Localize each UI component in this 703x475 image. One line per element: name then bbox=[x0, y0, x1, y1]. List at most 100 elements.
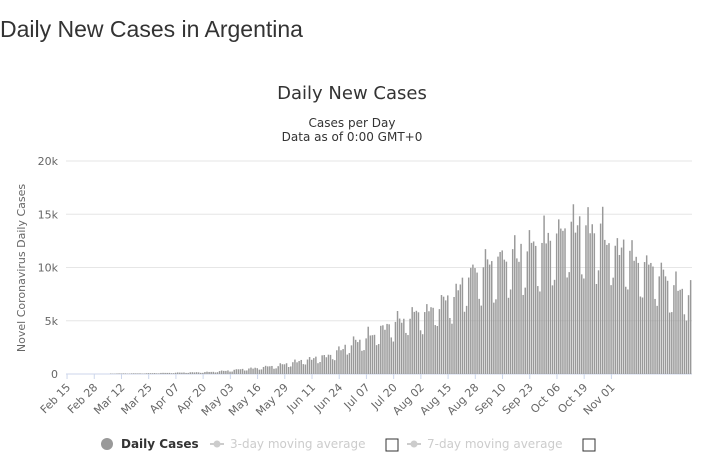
bar bbox=[199, 372, 202, 374]
bar bbox=[463, 311, 466, 374]
x-tick-label: Jul 07 bbox=[341, 381, 373, 413]
bar bbox=[409, 318, 411, 374]
bar bbox=[564, 228, 566, 374]
bar bbox=[687, 295, 690, 374]
bar bbox=[189, 372, 191, 374]
bar bbox=[411, 307, 413, 374]
bar bbox=[153, 373, 156, 374]
bar bbox=[415, 310, 418, 374]
bar bbox=[432, 307, 434, 374]
bar bbox=[227, 370, 229, 374]
bar bbox=[486, 259, 489, 374]
bar bbox=[524, 287, 526, 374]
bar bbox=[639, 296, 642, 374]
bar bbox=[319, 362, 321, 374]
bar bbox=[497, 256, 499, 374]
bar bbox=[616, 238, 619, 374]
bar bbox=[290, 366, 292, 374]
bar bbox=[344, 344, 346, 374]
bar bbox=[172, 373, 175, 374]
bar bbox=[424, 312, 426, 374]
bar bbox=[403, 318, 405, 374]
bar bbox=[472, 264, 474, 374]
bar bbox=[248, 368, 250, 374]
bar bbox=[537, 286, 539, 374]
bar bbox=[474, 268, 476, 374]
bar bbox=[478, 298, 480, 374]
legend-label: 3-day moving average bbox=[230, 437, 365, 451]
x-tick-label: Mar 25 bbox=[119, 381, 155, 417]
bar bbox=[545, 243, 547, 374]
bar bbox=[294, 359, 296, 374]
bar bbox=[266, 366, 269, 374]
bar bbox=[407, 335, 409, 374]
bar bbox=[612, 277, 614, 374]
bar bbox=[547, 232, 550, 374]
bar bbox=[447, 295, 449, 374]
bar bbox=[168, 372, 171, 374]
bar bbox=[578, 216, 581, 374]
y-tick-label: 0 bbox=[51, 368, 58, 381]
bar bbox=[652, 266, 654, 374]
bar bbox=[581, 274, 583, 374]
bar bbox=[656, 305, 658, 374]
bar bbox=[572, 204, 575, 374]
bar bbox=[514, 235, 516, 374]
bar bbox=[258, 369, 261, 374]
bar bbox=[421, 334, 424, 374]
bar bbox=[166, 372, 168, 374]
bar bbox=[373, 334, 376, 374]
bar bbox=[277, 366, 279, 374]
bar bbox=[208, 371, 210, 374]
bar bbox=[281, 364, 284, 374]
bar bbox=[225, 370, 227, 374]
bar bbox=[137, 373, 139, 374]
bar bbox=[499, 252, 501, 374]
bar bbox=[436, 326, 439, 374]
bar bbox=[555, 233, 558, 374]
legend-checkbox[interactable] bbox=[385, 438, 399, 452]
bar bbox=[130, 373, 133, 374]
legend-item[interactable]: 7-day moving average bbox=[407, 437, 596, 452]
bar bbox=[202, 372, 204, 374]
legend-checkbox[interactable] bbox=[582, 438, 596, 452]
legend-item[interactable]: 3-day moving average bbox=[210, 437, 399, 452]
bar bbox=[637, 262, 640, 374]
legend[interactable]: Daily Cases 3-day moving average 7-day mov… bbox=[101, 437, 596, 452]
bar bbox=[216, 372, 219, 374]
bar bbox=[287, 367, 290, 374]
bar bbox=[260, 369, 263, 374]
bar bbox=[635, 256, 637, 374]
bar bbox=[350, 345, 353, 374]
bar bbox=[518, 261, 520, 374]
bar bbox=[549, 240, 552, 374]
bar bbox=[367, 326, 369, 374]
bar bbox=[587, 207, 589, 374]
bar bbox=[645, 255, 648, 374]
bar bbox=[618, 254, 621, 374]
bar bbox=[118, 373, 120, 374]
bar bbox=[306, 359, 309, 374]
bar bbox=[467, 277, 470, 374]
bar bbox=[204, 372, 206, 374]
x-tick-label: Jun 24 bbox=[311, 381, 345, 415]
bar bbox=[539, 291, 541, 374]
bar bbox=[329, 354, 332, 374]
bar bbox=[262, 366, 265, 374]
bar bbox=[551, 285, 554, 374]
bar bbox=[614, 245, 617, 374]
bar bbox=[593, 233, 596, 374]
bar bbox=[250, 367, 252, 374]
bar bbox=[275, 368, 277, 374]
bar bbox=[558, 219, 560, 374]
bar bbox=[484, 249, 487, 374]
legend-item[interactable]: Daily Cases bbox=[101, 437, 199, 451]
bar bbox=[631, 240, 633, 374]
bar bbox=[398, 318, 401, 374]
bar bbox=[243, 370, 246, 374]
bar bbox=[233, 369, 235, 374]
bar bbox=[501, 250, 503, 374]
bar bbox=[413, 311, 416, 374]
bar bbox=[388, 324, 390, 374]
